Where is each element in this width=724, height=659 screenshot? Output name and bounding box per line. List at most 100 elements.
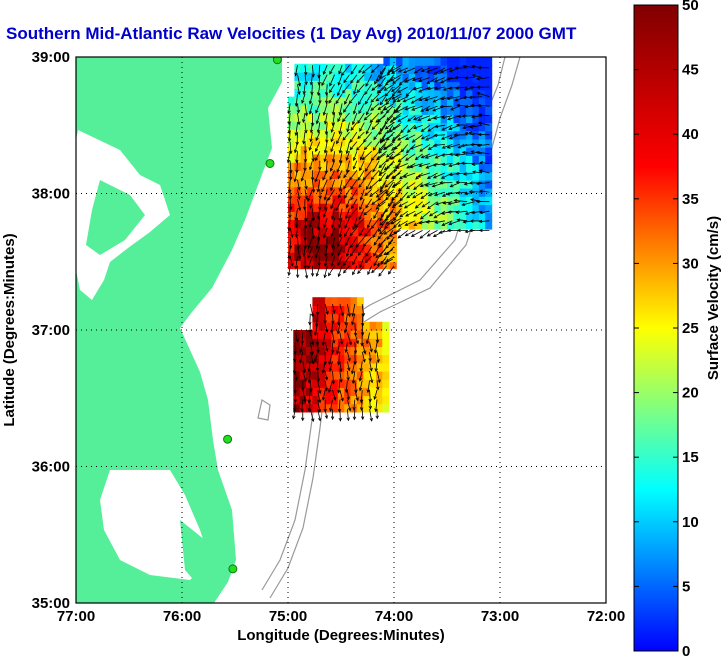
velocity-vector-head (472, 170, 476, 174)
velocity-vector (308, 237, 313, 249)
velocity-vector (465, 77, 475, 79)
velocity-cell (377, 96, 384, 106)
velocity-cell (294, 137, 302, 147)
velocity-vector (443, 201, 453, 204)
velocity-vector (356, 141, 365, 151)
velocity-vector (448, 220, 460, 225)
velocity-cell (325, 313, 333, 323)
velocity-vector (386, 230, 394, 240)
velocity-vector (348, 208, 358, 219)
velocity-cell (427, 89, 435, 99)
velocity-vector-head (441, 193, 446, 197)
velocity-vector (457, 191, 468, 194)
velocity-cell (440, 163, 448, 173)
velocity-cell (331, 297, 339, 306)
velocity-vector (312, 179, 315, 193)
velocity-cell (408, 122, 416, 132)
velocity-cell (312, 395, 320, 405)
velocity-vector-head (337, 389, 341, 394)
velocity-cell (294, 227, 302, 237)
velocity-cell (453, 138, 461, 148)
velocity-vector-head (339, 368, 343, 373)
velocity-cell (326, 211, 334, 220)
velocity-cell (293, 387, 301, 397)
velocity-cell (319, 244, 327, 253)
velocity-vector-head (338, 159, 343, 164)
grid (76, 57, 606, 603)
velocity-cell (376, 387, 383, 397)
velocity-vector (362, 64, 372, 74)
velocity-vector-head (441, 222, 446, 226)
velocity-vector-head (428, 213, 433, 217)
velocity-vector (302, 112, 306, 123)
velocity-vector-head (321, 342, 326, 346)
velocity-vector-head (328, 272, 332, 277)
velocity-cell (312, 346, 320, 356)
velocity-vector (454, 96, 468, 101)
velocity-vector-head (413, 125, 417, 130)
velocity-vector (338, 351, 341, 365)
velocity-vector-head (307, 399, 311, 404)
velocity-cell (307, 80, 315, 89)
velocity-vector-head (364, 233, 368, 238)
velocity-cell (313, 194, 321, 204)
velocity-cell (453, 220, 461, 230)
velocity-vector-head (350, 186, 354, 190)
velocity-vector (395, 208, 402, 216)
velocity-cell (300, 162, 308, 171)
velocity-vector (425, 105, 438, 111)
velocity-cell (338, 129, 346, 139)
velocity-vector-head (321, 369, 326, 374)
velocity-vector-head (418, 221, 423, 225)
velocity-vector-head (328, 389, 332, 393)
velocity-vector (386, 112, 395, 121)
velocity-vector (328, 380, 333, 393)
velocity-vector-head (385, 109, 390, 114)
velocity-cell (358, 80, 365, 89)
velocity-vector (299, 351, 304, 363)
velocity-vector (398, 220, 409, 227)
velocity-cell (300, 145, 308, 155)
velocity-vector (330, 141, 335, 152)
velocity-vector-head (446, 192, 451, 196)
velocity-vector-head (384, 125, 389, 130)
velocity-cell (402, 147, 410, 156)
velocity-vector-head (356, 79, 360, 84)
velocity-cell (440, 138, 448, 148)
velocity-vector-head (456, 191, 461, 195)
velocity-cell (312, 338, 320, 347)
velocity-cell (389, 253, 397, 263)
velocity-vector (391, 83, 402, 92)
velocity-vector (347, 122, 350, 132)
velocity-vector-head (424, 97, 429, 102)
velocity-vector (309, 342, 313, 355)
velocity-vector (317, 208, 321, 219)
velocity-cell (472, 179, 480, 189)
velocity-vector (321, 179, 328, 192)
velocity-vector-head (378, 164, 383, 169)
velocity-vector-head (397, 223, 402, 227)
velocity-vector-head (301, 417, 305, 422)
velocity-vector-head (420, 128, 425, 133)
velocity-vector-head (340, 72, 345, 76)
velocity-vector (385, 172, 394, 180)
velocity-vector-head (355, 397, 359, 402)
velocity-cell (459, 97, 467, 107)
velocity-cell (332, 63, 340, 73)
velocity-vector (349, 236, 358, 248)
y-axis-label: Latitude (Degrees:Minutes) (1, 233, 18, 426)
velocity-vector-head (330, 148, 334, 153)
velocity-cell (338, 235, 346, 245)
velocity-vector-head (476, 103, 481, 108)
velocity-cell (369, 370, 377, 380)
velocity-vector-head (288, 245, 293, 250)
velocity-cell (288, 137, 295, 147)
velocity-vector-head (414, 205, 419, 209)
velocity-cell (288, 186, 295, 196)
velocity-vector (379, 227, 387, 235)
velocity-vector-head (338, 130, 342, 135)
velocity-cell (434, 220, 442, 230)
velocity-cell (421, 204, 429, 214)
velocity-cell (408, 204, 416, 214)
velocity-cell (389, 245, 397, 255)
